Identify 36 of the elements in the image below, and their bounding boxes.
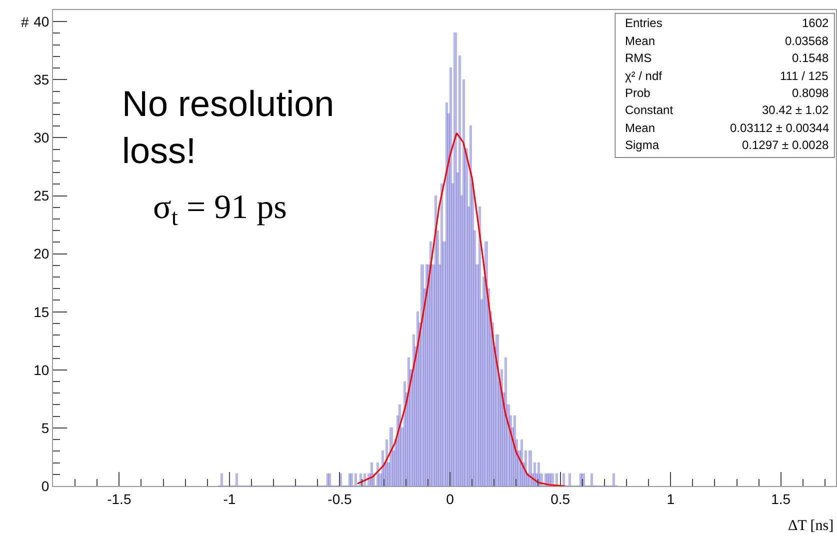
y-tick-label: 10 (34, 362, 50, 378)
x-tick-label: -1.5 (107, 490, 132, 507)
annotation: σ$_{t}$ = 91 ps (153, 189, 287, 232)
y-tick-label: 5 (41, 420, 50, 436)
annotation: RMS (625, 51, 652, 65)
y-tick-label: 20 (34, 246, 50, 262)
annotation: Constant (625, 103, 674, 117)
annotation: 0.8098 (792, 86, 830, 100)
annotation: Mean (625, 121, 656, 135)
annotation: 0.1548 (792, 51, 830, 65)
annotation: No resolution loss! (122, 83, 334, 171)
annotation: Entries (625, 16, 662, 30)
y-tick-label: 35 (34, 72, 50, 88)
annotation: 0.03568 (785, 34, 829, 48)
annotation: χ² / ndf (625, 69, 663, 83)
x-tick-label: 0 (446, 490, 454, 507)
x-tick-label: 0.5 (550, 490, 570, 507)
annotation: Mean (625, 34, 656, 48)
annotation: Sigma (625, 138, 660, 152)
x-axis-title: ΔT [ns] (788, 518, 834, 534)
annotation: 0.1297 ± 0.0028 (742, 138, 829, 152)
y-tick-label: 0 (41, 478, 50, 494)
annotation: 30.42 ± 1.02 (762, 103, 829, 117)
annotation: Prob (625, 86, 651, 100)
annotation: 1602 (802, 16, 830, 30)
y-tick-label: 15 (34, 304, 50, 320)
x-tick-label: -1 (223, 490, 236, 507)
y-axis-title: # (21, 14, 29, 30)
x-tick-label: -0.5 (328, 490, 352, 507)
x-tick-label: 1.5 (771, 490, 791, 507)
y-tick-label: 30 (34, 130, 50, 146)
y-tick-label: 40 (34, 14, 50, 30)
y-tick-label: 25 (34, 188, 50, 204)
annotation: 0.03112 ± 0.00344 (730, 121, 830, 135)
x-tick-label: 1 (666, 490, 675, 507)
annotation: 111 / 125 (780, 69, 829, 83)
